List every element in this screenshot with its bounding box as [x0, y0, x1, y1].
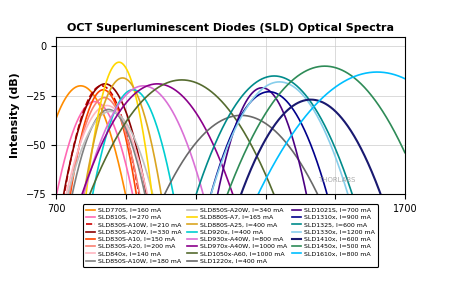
Y-axis label: Intensity (dB): Intensity (dB) — [10, 73, 20, 158]
X-axis label: Wavelength (nm): Wavelength (nm) — [177, 219, 284, 229]
Title: OCT Superluminescent Diodes (SLD) Optical Spectra: OCT Superluminescent Diodes (SLD) Optica… — [67, 23, 394, 33]
Text: THORLABS: THORLABS — [318, 177, 355, 182]
Legend: SLD770S, I=160 mA, SLD810S, I=270 mA, SLD830S-A10W, I=210 mA, SLD830S-A20W, I=33: SLD770S, I=160 mA, SLD810S, I=270 mA, SL… — [83, 204, 378, 267]
